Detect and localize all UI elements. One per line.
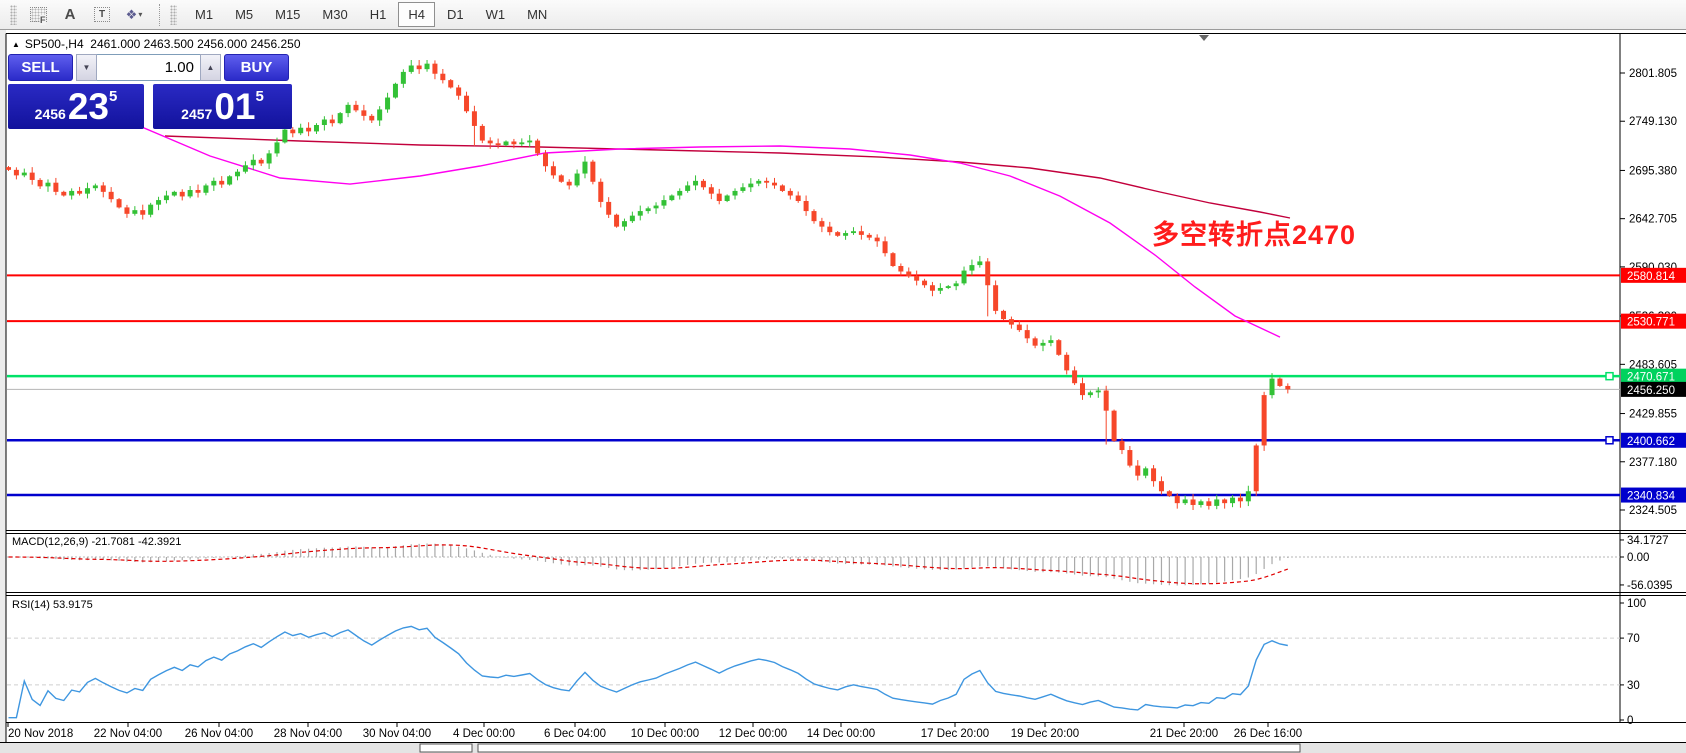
macd-indicator-label: MACD(12,26,9) -21.7081 -42.3921 [12, 536, 182, 548]
buy-price-display[interactable]: 2457 01 5 [153, 84, 292, 129]
svg-text:2695.380: 2695.380 [1629, 165, 1677, 177]
timeframe-m30[interactable]: M30 [312, 2, 357, 27]
rsi-line [8, 625, 1288, 719]
timeframe-button-group: M1 M5 M15 M30 H1 H4 D1 W1 MN [185, 2, 559, 27]
svg-text:6 Dec 04:00: 6 Dec 04:00 [544, 728, 606, 740]
svg-text:26 Nov 04:00: 26 Nov 04:00 [185, 728, 253, 740]
svg-text:12 Dec 00:00: 12 Dec 00:00 [719, 728, 787, 740]
svg-text:20 Nov 2018: 20 Nov 2018 [8, 728, 73, 740]
objects-dropdown-icon[interactable]: ❖ ▾ [125, 6, 143, 22]
symbol-header: ▲ SP500-,H4 2461.000 2463.500 2456.000 24… [12, 37, 301, 51]
rsi-indicator-label: RSI(14) 53.9175 [12, 599, 93, 611]
panel-borders [0, 33, 1686, 743]
toolbar-grip-2[interactable] [170, 4, 177, 25]
svg-text:2377.180: 2377.180 [1629, 457, 1677, 469]
svg-text:10 Dec 00:00: 10 Dec 00:00 [631, 728, 699, 740]
svg-text:2642.705: 2642.705 [1629, 214, 1677, 226]
chevron-down-icon: ▾ [138, 10, 143, 19]
svg-text:2801.805: 2801.805 [1629, 68, 1677, 80]
buy-button[interactable]: BUY [224, 54, 289, 81]
timeframe-h4[interactable]: H4 [398, 2, 435, 27]
ma-fast-line [49, 99, 1281, 338]
svg-text:2324.505: 2324.505 [1629, 505, 1677, 517]
symbol-ohlc: 2461.000 2463.500 2456.000 2456.250 [90, 37, 301, 51]
volume-input[interactable] [97, 54, 200, 81]
line-handle[interactable] [1605, 371, 1614, 381]
toolbar-grip[interactable] [10, 4, 17, 25]
svg-text:30 Nov 04:00: 30 Nov 04:00 [363, 728, 431, 740]
sell-price-display[interactable]: 2456 23 5 [8, 84, 144, 129]
tick-chart-icon[interactable]: F [25, 3, 51, 27]
svg-text:19 Dec 20:00: 19 Dec 20:00 [1011, 728, 1079, 740]
svg-text:22 Nov 04:00: 22 Nov 04:00 [94, 728, 162, 740]
timeframe-m5[interactable]: M5 [225, 2, 263, 27]
time-axis: 20 Nov 2018 22 Nov 04:00 26 Nov 04:00 28 No… [7, 722, 1302, 740]
svg-text:2580.814: 2580.814 [1627, 271, 1676, 283]
horizontal-scrollbar[interactable] [477, 743, 1301, 753]
svg-text:17 Dec 20:00: 17 Dec 20:00 [921, 728, 989, 740]
timeframe-h1[interactable]: H1 [360, 2, 397, 27]
svg-text:4 Dec 00:00: 4 Dec 00:00 [453, 728, 515, 740]
sell-button[interactable]: SELL [8, 54, 73, 81]
timeframe-mn[interactable]: MN [517, 2, 557, 27]
svg-text:2483.605: 2483.605 [1629, 359, 1677, 371]
text-box-icon[interactable]: T [89, 3, 115, 27]
timeframe-w1[interactable]: W1 [476, 2, 516, 27]
svg-text:70: 70 [1627, 633, 1640, 645]
chart-annotation-text[interactable]: 多空转折点2470 [1152, 220, 1357, 250]
svg-text:28 Nov 04:00: 28 Nov 04:00 [274, 728, 342, 740]
svg-text:2530.771: 2530.771 [1627, 317, 1675, 329]
svg-text:0.00: 0.00 [1627, 552, 1649, 564]
svg-text:30: 30 [1627, 680, 1640, 692]
symbol-name: SP500-,H4 [24, 37, 84, 51]
svg-text:2340.834: 2340.834 [1627, 491, 1676, 503]
candlesticks [6, 60, 1291, 511]
volume-decrease-button[interactable]: ▼ [76, 54, 97, 81]
line-handle[interactable] [1605, 436, 1614, 445]
svg-text:2400.662: 2400.662 [1627, 436, 1675, 448]
timeframe-m15[interactable]: M15 [265, 2, 310, 27]
horizontal-lines [7, 274, 1620, 497]
volume-increase-button[interactable]: ▲ [200, 54, 221, 81]
svg-text:2749.130: 2749.130 [1629, 116, 1677, 128]
svg-text:14 Dec 00:00: 14 Dec 00:00 [807, 728, 875, 740]
svg-text:2456.250: 2456.250 [1627, 385, 1675, 397]
svg-text:-56.0395: -56.0395 [1627, 580, 1672, 592]
collapse-triangle-icon[interactable]: ▲ [12, 40, 20, 49]
macd-signal-line [8, 544, 1289, 585]
timeframe-d1[interactable]: D1 [437, 2, 474, 27]
svg-text:0: 0 [1627, 715, 1633, 727]
svg-text:2429.855: 2429.855 [1629, 409, 1677, 421]
bottom-box [419, 743, 473, 753]
svg-text:34.1727: 34.1727 [1627, 535, 1669, 547]
toolbar-separator [159, 3, 160, 26]
text-label-icon[interactable]: A [64, 6, 76, 23]
svg-text:26 Dec 16:00: 26 Dec 16:00 [1234, 728, 1302, 740]
svg-text:2470.671: 2470.671 [1627, 372, 1675, 384]
ma-slow-line [164, 135, 1291, 219]
timeframe-m1[interactable]: M1 [185, 2, 223, 27]
svg-text:100: 100 [1627, 598, 1646, 610]
toolbar: F A T ❖ ▾ M1 M5 M15 M30 H1 H4 D1 W1 MN [0, 0, 1686, 30]
svg-text:21 Dec 20:00: 21 Dec 20:00 [1150, 728, 1218, 740]
price-shift-marker[interactable] [1199, 35, 1209, 41]
